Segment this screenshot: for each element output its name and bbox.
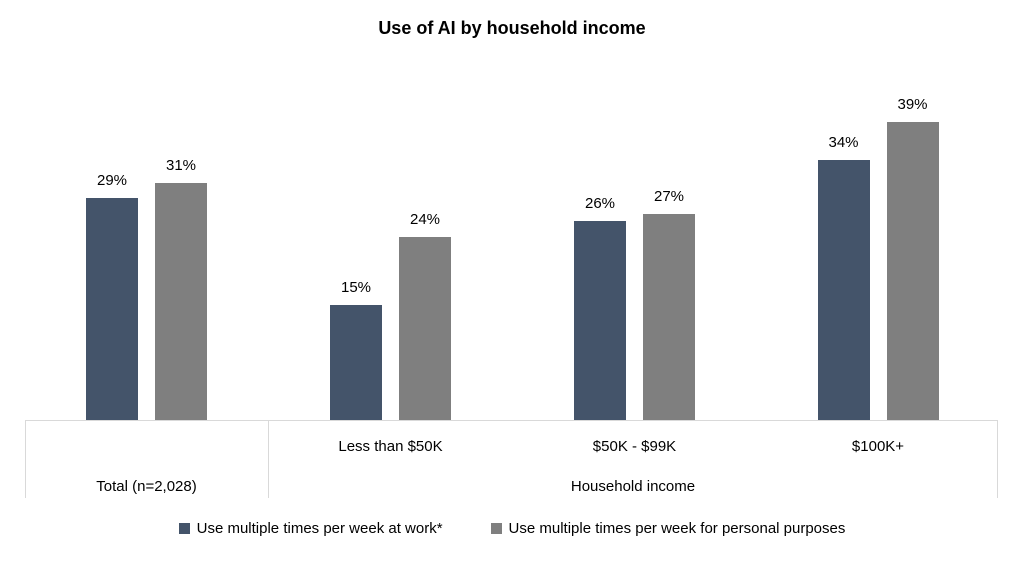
- bar-value-label: 24%: [409, 211, 441, 228]
- bar-value-label: 39%: [897, 96, 928, 113]
- legend-item-work: Use multiple times per week at work*: [178, 520, 443, 537]
- x-axis-tick-label: $50K - $99K: [592, 438, 677, 455]
- x-axis-line: [25, 420, 998, 421]
- bar: [574, 221, 626, 420]
- legend-swatch-work-icon: [178, 523, 190, 534]
- legend-swatch-personal-icon: [490, 523, 502, 534]
- bar: [817, 160, 870, 420]
- bar-value-label: 29%: [96, 172, 128, 189]
- bar: [643, 214, 695, 420]
- bar-value-label: 26%: [584, 195, 616, 212]
- axis-divider-total-vs-income: [268, 420, 269, 498]
- bar: [399, 237, 451, 420]
- bar-value-label: 34%: [828, 134, 859, 151]
- bar: [886, 122, 939, 420]
- bar-value-label: 27%: [653, 188, 685, 205]
- axis-divider-right: [997, 420, 998, 498]
- legend-label-personal: Use multiple times per week for personal…: [508, 520, 846, 537]
- bar-value-label: 15%: [340, 279, 372, 296]
- bar-value-label: 31%: [165, 157, 197, 174]
- axis-divider-left: [25, 420, 26, 498]
- chart-title: Use of AI by household income: [378, 18, 646, 38]
- x-axis-tick-label: Less than $50K: [338, 438, 443, 455]
- bar: [155, 183, 207, 420]
- bar: [86, 198, 138, 420]
- legend: Use multiple times per week at work* Use…: [0, 520, 1024, 537]
- legend-item-personal: Use multiple times per week for personal…: [490, 520, 846, 537]
- x-axis-group-label: Total (n=2,028): [96, 478, 197, 495]
- legend-label-work: Use multiple times per week at work*: [196, 520, 443, 537]
- bar: [330, 305, 382, 420]
- x-axis-tick-label: $100K+: [851, 438, 905, 455]
- x-axis-group-label: Household income: [570, 478, 696, 495]
